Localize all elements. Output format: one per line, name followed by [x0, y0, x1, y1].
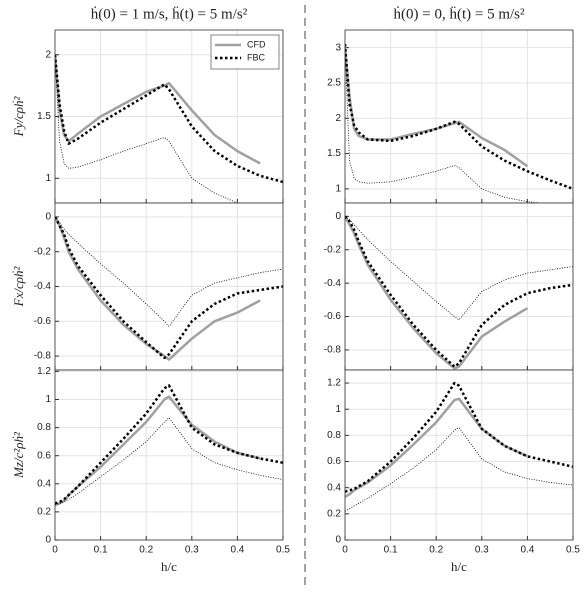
x-tick-label: 0.5	[276, 545, 290, 556]
y-tick-label: -0.4	[34, 281, 52, 292]
y-tick-label: 2	[335, 113, 341, 124]
plot-frame	[344, 369, 574, 541]
y-tick-label: 2	[45, 49, 51, 60]
x-tick-label: 0.3	[475, 545, 489, 556]
y-tick-label: -0.2	[34, 246, 52, 257]
y-tick-label: 0	[335, 211, 341, 222]
legend-label: CFD	[247, 39, 266, 49]
y-axis-label: Fx/cρḣ²	[11, 266, 26, 308]
y-axis-label: Fy/cρḣ²	[11, 96, 26, 138]
series-group	[345, 381, 573, 512]
y-tick-label: 1.5	[37, 111, 51, 122]
y-tick-label: 3	[335, 42, 341, 53]
y-axis-label: Mz/c²ρḣ²	[11, 431, 26, 479]
legend-box	[210, 34, 280, 70]
plot-area	[345, 203, 573, 370]
series-group	[345, 44, 573, 203]
plot-area	[345, 370, 573, 540]
y-tick-label: 0.6	[37, 450, 51, 461]
y-tick-label: 1.5	[327, 148, 341, 159]
y-tick-label: 0.8	[37, 422, 51, 433]
y-tick-label: 0	[45, 212, 51, 223]
y-tick-label: -0.2	[324, 244, 342, 255]
series-group	[55, 54, 283, 203]
y-tick-label: 1	[335, 184, 341, 195]
y-tick-label: 2.5	[327, 78, 341, 89]
data-line	[345, 47, 543, 203]
series-group	[55, 384, 283, 507]
y-tick-label: 0	[45, 535, 51, 546]
data-line	[55, 417, 283, 506]
data-line	[345, 427, 573, 512]
data-line	[345, 381, 573, 493]
y-tick-label: 0.2	[37, 507, 51, 518]
y-tick-label: 0.4	[37, 478, 51, 489]
y-tick-label: -0.4	[324, 278, 342, 289]
y-tick-label: 1.2	[37, 366, 51, 377]
data-line	[55, 384, 283, 505]
chart-title: ḣ(0) = 0, ḧ(t) = 5 m/s²	[394, 5, 525, 22]
y-tick-label: 1	[45, 394, 51, 405]
legend-label: FBC	[247, 52, 266, 62]
series-group	[345, 215, 573, 370]
x-tick-label: 0.1	[94, 545, 108, 556]
x-tick-label: 0.5	[566, 545, 580, 556]
data-line	[55, 216, 283, 360]
data-line	[55, 216, 283, 327]
y-tick-label: -0.6	[34, 316, 52, 327]
plot-area	[345, 30, 573, 203]
data-line	[345, 215, 529, 370]
y-tick-label: 1	[335, 404, 341, 415]
x-tick-label: 0.1	[384, 545, 398, 556]
plot-frame	[54, 369, 284, 541]
x-tick-label: 0.3	[185, 545, 199, 556]
x-tick-label: 0.4	[520, 545, 534, 556]
data-line	[55, 54, 240, 203]
y-tick-label: 0.4	[327, 482, 341, 493]
x-tick-label: 0.2	[139, 545, 153, 556]
y-tick-label: 0.6	[327, 456, 341, 467]
y-tick-label: 1	[45, 173, 51, 184]
y-tick-label: 0	[335, 535, 341, 546]
x-tick-label: 0	[52, 545, 58, 556]
x-tick-label: 0.4	[230, 545, 244, 556]
y-tick-label: -0.8	[324, 345, 342, 356]
chart-title: ḣ(0) = 1 m/s, ḧ(t) = 5 m/s²	[91, 5, 248, 22]
y-tick-label: 0.8	[327, 430, 341, 441]
y-tick-label: 0.2	[327, 508, 341, 519]
x-tick-label: 0.2	[429, 545, 443, 556]
y-tick-label: -0.6	[324, 311, 342, 322]
data-line	[345, 44, 573, 191]
y-tick-label: 1.2	[327, 378, 341, 389]
series-group	[55, 216, 283, 361]
y-tick-label: -0.8	[34, 351, 52, 362]
x-axis-label: h/c	[161, 559, 177, 574]
data-line	[345, 215, 573, 368]
data-line	[55, 54, 283, 184]
x-tick-label: 0	[342, 545, 348, 556]
x-axis-label: h/c	[451, 559, 467, 574]
data-line	[345, 47, 529, 168]
